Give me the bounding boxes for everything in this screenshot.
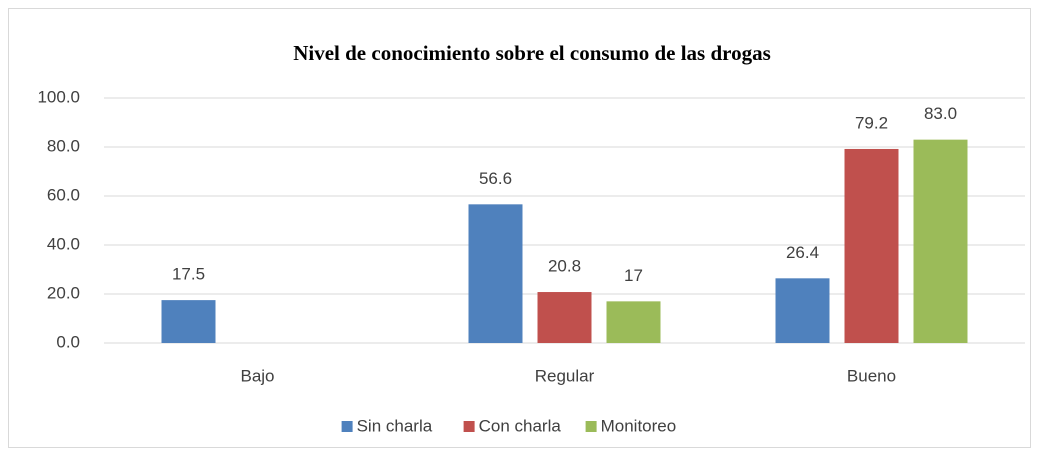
bar bbox=[844, 148, 899, 343]
x-tick-label: Bajo bbox=[240, 366, 274, 385]
bar bbox=[468, 204, 523, 343]
legend-label: Con charla bbox=[479, 416, 562, 435]
data-label: 83.0 bbox=[924, 104, 957, 123]
data-label: 79.2 bbox=[855, 113, 888, 132]
y-tick-label: 100.0 bbox=[37, 87, 80, 106]
x-tick-label: Regular bbox=[535, 366, 595, 385]
legend-swatch bbox=[341, 421, 353, 432]
bar bbox=[775, 278, 830, 343]
data-label: 17.5 bbox=[172, 265, 205, 284]
data-label: 26.4 bbox=[786, 243, 819, 262]
data-label: 56.6 bbox=[479, 169, 512, 188]
legend-swatch bbox=[463, 421, 475, 432]
legend-label: Sin charla bbox=[357, 416, 433, 435]
y-tick-label: 20.0 bbox=[47, 283, 80, 302]
legend-label: Monitoreo bbox=[601, 416, 677, 435]
chart-title: Nivel de conocimiento sobre el consumo d… bbox=[293, 41, 771, 65]
bar bbox=[537, 292, 592, 343]
bar bbox=[161, 300, 216, 343]
bar bbox=[913, 139, 968, 343]
legend-swatch bbox=[585, 421, 597, 432]
data-label: 17 bbox=[624, 266, 643, 285]
y-tick-label: 60.0 bbox=[47, 185, 80, 204]
y-tick-label: 40.0 bbox=[47, 234, 80, 253]
bar bbox=[606, 301, 661, 343]
x-tick-label: Bueno bbox=[847, 366, 896, 385]
y-tick-label: 80.0 bbox=[47, 136, 80, 155]
data-label: 20.8 bbox=[548, 257, 581, 276]
y-tick-label: 0.0 bbox=[56, 332, 80, 351]
